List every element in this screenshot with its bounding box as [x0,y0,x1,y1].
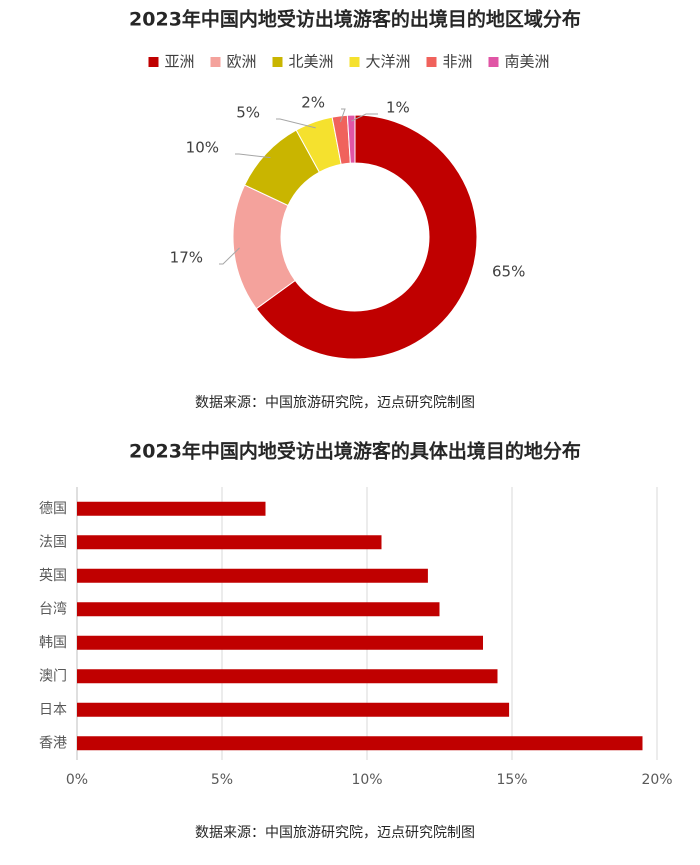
y-tick-label: 香港 [39,735,67,751]
bar [77,736,643,751]
legend-label: 亚洲 [165,53,195,71]
data-label: 1% [386,99,410,117]
legend-label: 非洲 [443,53,473,71]
leader-line [219,247,240,265]
y-tick-label: 台湾 [39,600,67,617]
leader-line [339,108,346,123]
bar [77,635,483,650]
y-tick-label: 法国 [39,534,67,550]
y-tick-label: 澳门 [39,668,67,684]
legend-swatch [488,57,499,67]
source-note: 数据来源：中国旅游研究院，迈点研究院制图 [195,825,475,841]
chart-title: 2023年中国内地受访出境游客的出境目的地区域分布 [129,8,581,31]
y-tick-label: 日本 [39,702,67,718]
donut-slice [346,114,356,164]
bar [77,702,510,717]
bar [77,602,440,617]
legend-swatch [210,57,221,67]
donut-slice [255,114,478,360]
bar [77,669,498,684]
bar [77,501,266,516]
data-label: 10% [186,139,219,157]
legend-label: 北美洲 [289,53,334,71]
legend-label: 欧洲 [227,53,257,71]
legend-swatch [272,57,283,67]
x-tick-label: 10% [351,772,382,788]
source-note: 数据来源：中国旅游研究院，迈点研究院制图 [195,395,475,411]
chart-title: 2023年中国内地受访出境游客的具体出境目的地分布 [129,440,581,463]
legend-label: 大洋洲 [366,53,411,71]
leader-line [351,113,378,122]
data-label: 2% [301,94,325,112]
y-tick-label: 德国 [39,501,67,517]
x-tick-label: 5% [211,772,233,788]
x-tick-label: 15% [496,772,527,788]
legend-swatch [148,57,159,67]
legend-label: 南美洲 [505,53,550,71]
x-tick-label: 20% [641,772,672,788]
x-tick-label: 0% [66,772,88,788]
y-tick-label: 韩国 [39,635,67,651]
data-label: 65% [492,263,525,281]
leader-line [276,118,316,129]
legend-swatch [349,57,360,67]
data-label: 17% [170,249,203,267]
data-label: 5% [236,104,260,122]
bar [77,535,382,550]
bar [77,568,428,583]
y-tick-label: 英国 [39,567,67,584]
leader-line [235,153,271,159]
legend-swatch [426,57,437,67]
